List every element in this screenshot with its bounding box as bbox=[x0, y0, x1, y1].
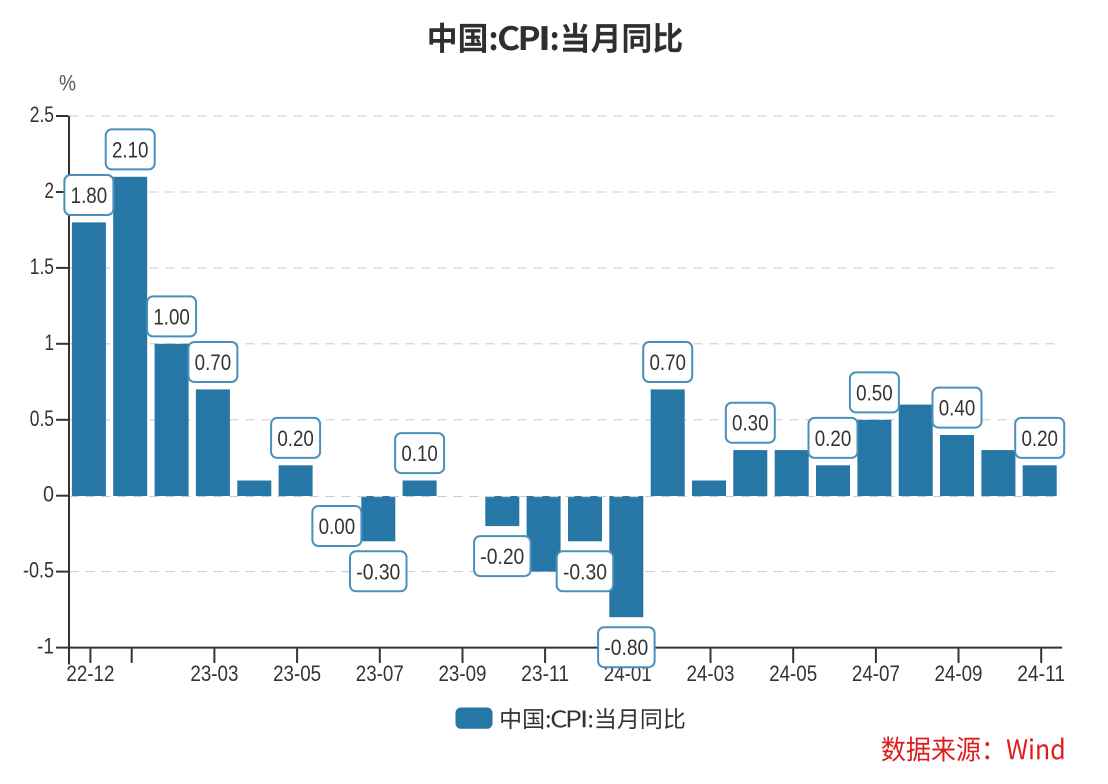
svg-text:24-05: 24-05 bbox=[769, 661, 817, 686]
svg-text:2.10: 2.10 bbox=[112, 137, 149, 162]
svg-text:-0.30: -0.30 bbox=[356, 559, 400, 584]
svg-text:0: 0 bbox=[43, 482, 54, 507]
svg-text:23-05: 23-05 bbox=[273, 661, 321, 686]
svg-text:0.70: 0.70 bbox=[649, 350, 686, 375]
svg-text:0.10: 0.10 bbox=[401, 441, 438, 466]
svg-text:24-11: 24-11 bbox=[1017, 661, 1065, 686]
svg-text:1.80: 1.80 bbox=[71, 183, 108, 208]
svg-text:0.50: 0.50 bbox=[856, 380, 893, 405]
svg-text:-0.20: -0.20 bbox=[480, 544, 524, 569]
svg-text:1.00: 1.00 bbox=[153, 304, 190, 329]
svg-text:24-09: 24-09 bbox=[935, 661, 983, 686]
svg-text:1.5: 1.5 bbox=[30, 254, 54, 279]
svg-text:-1: -1 bbox=[37, 634, 54, 659]
svg-text:24-07: 24-07 bbox=[852, 661, 900, 686]
svg-text:0.20: 0.20 bbox=[1021, 426, 1058, 451]
svg-text:0.40: 0.40 bbox=[939, 396, 976, 421]
svg-text:-0.30: -0.30 bbox=[563, 559, 607, 584]
svg-text:0.5: 0.5 bbox=[30, 406, 54, 431]
svg-text:0.20: 0.20 bbox=[277, 426, 314, 451]
svg-text:0.20: 0.20 bbox=[815, 426, 852, 451]
svg-text:0.00: 0.00 bbox=[319, 514, 356, 539]
svg-text:0.30: 0.30 bbox=[732, 411, 769, 436]
svg-text:0.70: 0.70 bbox=[195, 350, 232, 375]
svg-text:23-03: 23-03 bbox=[190, 661, 238, 686]
svg-text:23-09: 23-09 bbox=[439, 661, 487, 686]
svg-text:2: 2 bbox=[45, 178, 55, 203]
svg-text:%: % bbox=[59, 71, 76, 96]
svg-text:2.5: 2.5 bbox=[30, 102, 54, 127]
svg-text:1: 1 bbox=[45, 330, 55, 355]
svg-text:22-12: 22-12 bbox=[66, 661, 114, 686]
svg-text:23-11: 23-11 bbox=[521, 661, 569, 686]
svg-text:23-07: 23-07 bbox=[356, 661, 404, 686]
svg-text:-0.5: -0.5 bbox=[23, 558, 54, 583]
svg-text:-0.80: -0.80 bbox=[604, 635, 648, 660]
svg-text:24-03: 24-03 bbox=[687, 661, 735, 686]
